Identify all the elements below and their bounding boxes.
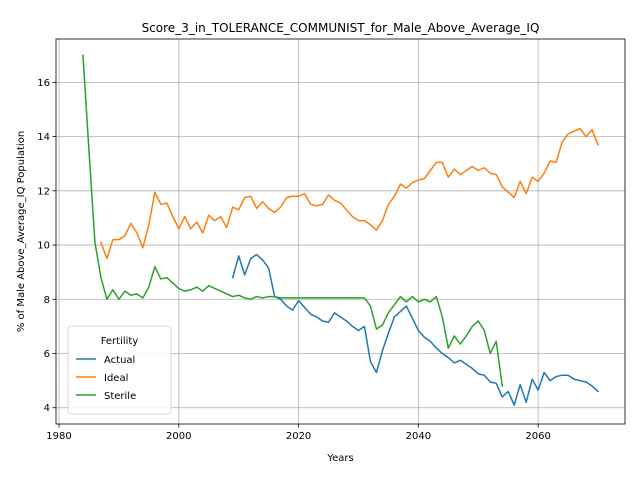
- x-axis-label: Years: [326, 453, 353, 464]
- y-tick-label: 6: [44, 349, 50, 360]
- y-tick-label: 12: [37, 186, 50, 197]
- y-tick-label: 8: [44, 295, 50, 306]
- chart-title: Score_3_in_TOLERANCE_COMMUNIST_for_Male_…: [142, 21, 540, 35]
- y-axis-label: % of Male Above_Average_IQ Population: [16, 131, 27, 332]
- y-tick-label: 14: [37, 132, 50, 143]
- legend: Fertility Actual Ideal Sterile: [68, 326, 171, 414]
- y-tick-label: 10: [37, 241, 50, 252]
- x-tick-label: 2000: [166, 431, 191, 442]
- x-tick-label: 2020: [286, 431, 311, 442]
- legend-label-actual: Actual: [104, 355, 135, 366]
- y-tick-label: 16: [37, 78, 50, 89]
- legend-label-sterile: Sterile: [104, 391, 136, 402]
- legend-label-ideal: Ideal: [104, 373, 128, 384]
- legend-title: Fertility: [101, 336, 139, 347]
- x-tick-label: 2060: [525, 431, 550, 442]
- y-tick-label: 4: [44, 403, 50, 414]
- x-tick-label: 2040: [406, 431, 431, 442]
- x-tick-label: 1980: [46, 431, 71, 442]
